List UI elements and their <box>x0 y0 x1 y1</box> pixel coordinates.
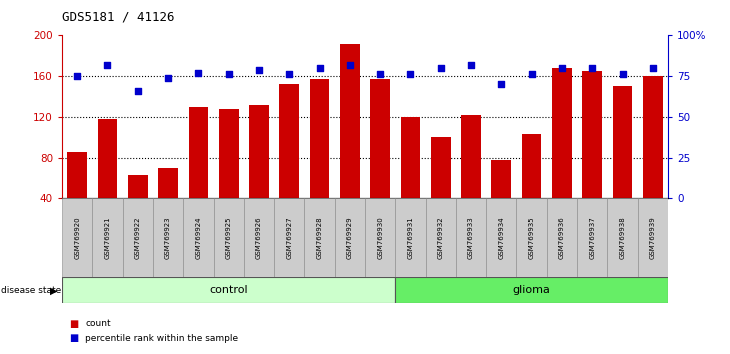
Point <box>647 65 658 71</box>
Text: GSM769923: GSM769923 <box>165 217 171 259</box>
Bar <box>62 277 396 303</box>
Text: glioma: glioma <box>512 285 550 295</box>
Bar <box>426 198 456 278</box>
Bar <box>310 79 329 198</box>
Bar <box>583 71 602 198</box>
Bar <box>612 86 632 198</box>
Text: GSM769938: GSM769938 <box>620 217 626 259</box>
Bar <box>67 153 87 198</box>
Bar <box>643 76 663 198</box>
Bar <box>274 198 304 278</box>
Bar <box>638 198 668 278</box>
Text: GSM769930: GSM769930 <box>377 217 383 259</box>
Text: GSM769926: GSM769926 <box>256 217 262 259</box>
Text: GSM769928: GSM769928 <box>317 217 323 259</box>
Bar <box>183 198 214 278</box>
Bar <box>219 109 239 198</box>
Text: GSM769925: GSM769925 <box>226 217 231 259</box>
Bar <box>486 198 517 278</box>
Point <box>496 81 507 87</box>
Bar <box>158 168 178 198</box>
Point <box>526 72 537 77</box>
Bar <box>340 44 360 198</box>
Bar <box>304 198 335 278</box>
Bar <box>491 160 511 198</box>
Text: count: count <box>85 319 111 329</box>
Text: GSM769933: GSM769933 <box>468 217 474 259</box>
Point <box>374 72 386 77</box>
Point <box>586 65 598 71</box>
Bar <box>396 198 426 278</box>
Text: GSM769921: GSM769921 <box>104 217 110 259</box>
Bar <box>607 198 638 278</box>
Text: GSM769931: GSM769931 <box>407 217 413 259</box>
Text: GSM769935: GSM769935 <box>529 217 534 259</box>
Bar <box>123 198 153 278</box>
Point <box>101 62 113 68</box>
Text: GSM769927: GSM769927 <box>286 217 292 259</box>
Bar <box>128 175 147 198</box>
Bar <box>401 117 420 198</box>
Point <box>617 72 629 77</box>
Bar <box>249 105 269 198</box>
Point <box>193 70 204 76</box>
Bar <box>517 198 547 278</box>
Point <box>162 75 174 81</box>
Point <box>132 88 144 93</box>
Point <box>314 65 326 71</box>
Text: GSM769934: GSM769934 <box>499 217 504 259</box>
Point <box>72 73 83 79</box>
Point <box>404 72 416 77</box>
Bar <box>244 198 274 278</box>
Text: GSM769922: GSM769922 <box>135 217 141 259</box>
Text: GSM769937: GSM769937 <box>589 217 595 259</box>
Text: GSM769920: GSM769920 <box>74 217 80 259</box>
Bar <box>98 119 118 198</box>
Bar <box>431 137 450 198</box>
Bar <box>153 198 183 278</box>
Point <box>465 62 477 68</box>
Text: ■: ■ <box>69 333 79 343</box>
Point <box>253 67 265 73</box>
Bar <box>396 277 668 303</box>
Bar <box>188 107 208 198</box>
Bar <box>577 198 607 278</box>
Bar <box>370 79 390 198</box>
Bar <box>547 198 577 278</box>
Bar <box>461 115 481 198</box>
Point <box>223 72 234 77</box>
Bar <box>522 134 542 198</box>
Bar <box>456 198 486 278</box>
Text: GSM769929: GSM769929 <box>347 217 353 259</box>
Text: ▶: ▶ <box>50 286 58 296</box>
Text: GSM769932: GSM769932 <box>438 217 444 259</box>
Bar <box>214 198 244 278</box>
Text: ■: ■ <box>69 319 79 329</box>
Bar <box>334 198 365 278</box>
Text: GSM769924: GSM769924 <box>196 217 201 259</box>
Point <box>283 72 295 77</box>
Text: control: control <box>210 285 248 295</box>
Text: GSM769939: GSM769939 <box>650 217 656 259</box>
Point <box>435 65 447 71</box>
Bar <box>280 84 299 198</box>
Text: GSM769936: GSM769936 <box>559 217 565 259</box>
Bar <box>92 198 123 278</box>
Bar <box>365 198 396 278</box>
Bar <box>552 68 572 198</box>
Bar <box>62 198 92 278</box>
Text: disease state: disease state <box>1 286 61 296</box>
Text: percentile rank within the sample: percentile rank within the sample <box>85 333 239 343</box>
Text: GDS5181 / 41126: GDS5181 / 41126 <box>62 11 174 24</box>
Point <box>344 62 356 68</box>
Point <box>556 65 568 71</box>
